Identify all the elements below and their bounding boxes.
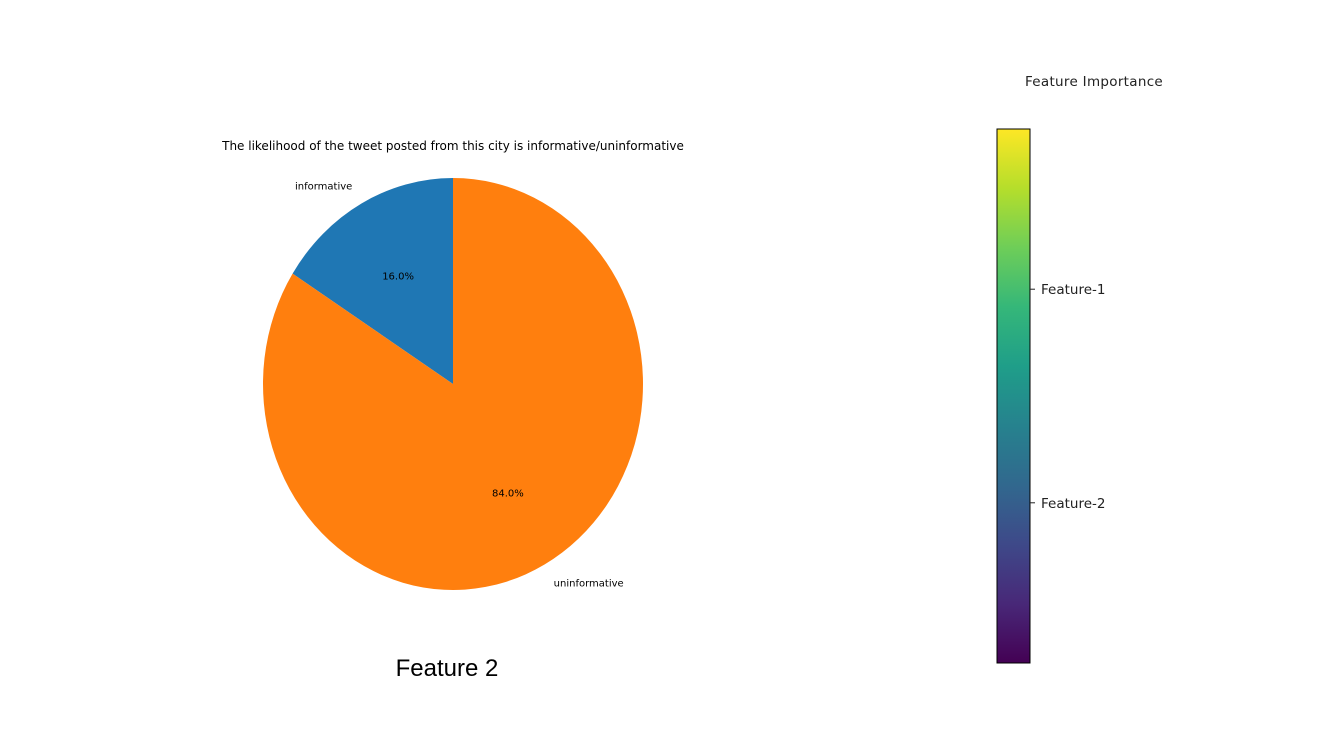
pie-slices: [263, 178, 643, 590]
colorbar-title: Feature Importance: [1025, 74, 1163, 90]
colorbar-tick-label: Feature-1: [1041, 282, 1105, 298]
figure-caption: Feature 2: [396, 655, 499, 682]
slice-label-informative: informative: [295, 181, 352, 192]
slice-percent-informative: 16.0%: [382, 272, 414, 283]
pie-slice-uninformative: [263, 178, 643, 590]
pie-slice-informative: [292, 178, 453, 384]
colorbar-gradient: [996, 128, 1031, 664]
colorbar-tick-label: Feature-2: [1041, 496, 1105, 512]
pie-labels: informative 16.0% uninformative 84.0%: [295, 181, 624, 589]
colorbar: Feature Importance Feature-1 Feature-2: [996, 74, 1163, 664]
slice-label-uninformative: uninformative: [554, 579, 624, 590]
pie-title: The likelihood of the tweet posted from …: [221, 139, 684, 153]
pie-chart: The likelihood of the tweet posted from …: [221, 139, 684, 682]
slice-percent-uninformative: 84.0%: [492, 488, 524, 499]
colorbar-ticks: Feature-1 Feature-2: [1030, 282, 1105, 512]
